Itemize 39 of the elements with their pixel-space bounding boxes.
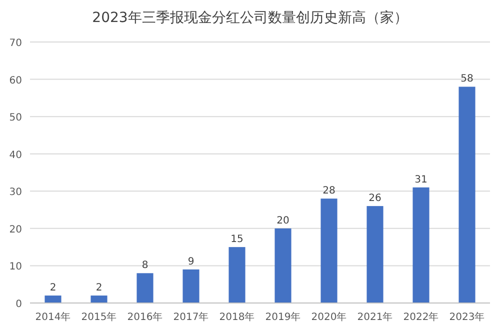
y-tick-label: 40: [9, 150, 22, 161]
y-tick-label: 50: [9, 112, 22, 124]
x-tick-label: 2015年: [81, 311, 117, 323]
x-tick-label: 2023年: [449, 311, 485, 323]
y-tick-label: 20: [9, 224, 22, 236]
y-tick-label: 30: [9, 187, 22, 198]
bar: [228, 247, 246, 303]
bar: [320, 198, 338, 303]
bar: [136, 273, 154, 303]
y-tick-label: 10: [9, 262, 22, 273]
data-label: 20: [276, 215, 290, 226]
x-tick-label: 2019年: [265, 311, 301, 323]
x-tick-label: 2021年: [357, 311, 393, 323]
data-label: 9: [188, 256, 194, 268]
data-label: 2: [96, 282, 102, 294]
bar: [458, 86, 476, 303]
bar: [90, 296, 108, 303]
bar: [412, 187, 430, 303]
bar: [182, 269, 200, 303]
data-label: 58: [460, 74, 474, 85]
x-tick-label: 2020年: [311, 311, 347, 323]
data-label: 8: [142, 260, 148, 272]
bar: [274, 228, 292, 303]
data-label: 26: [368, 193, 382, 204]
chart-title: 2023年三季报现金分红公司数量创历史新高（家）: [92, 10, 408, 26]
x-tick-label: 2022年: [403, 311, 439, 323]
data-label: 28: [322, 186, 336, 197]
data-label: 31: [414, 174, 428, 186]
x-tick-label: 2018年: [219, 311, 255, 323]
data-label: 2: [50, 282, 56, 294]
x-tick-label: 2017年: [173, 311, 209, 323]
y-tick-label: 60: [9, 75, 22, 86]
y-tick-label: 0: [16, 299, 22, 310]
bar: [366, 206, 384, 303]
bar: [44, 296, 62, 303]
x-tick-label: 2016年: [127, 311, 163, 323]
y-tick-label: 70: [9, 38, 22, 49]
data-label: 15: [230, 234, 244, 246]
x-tick-label: 2014年: [35, 311, 71, 323]
